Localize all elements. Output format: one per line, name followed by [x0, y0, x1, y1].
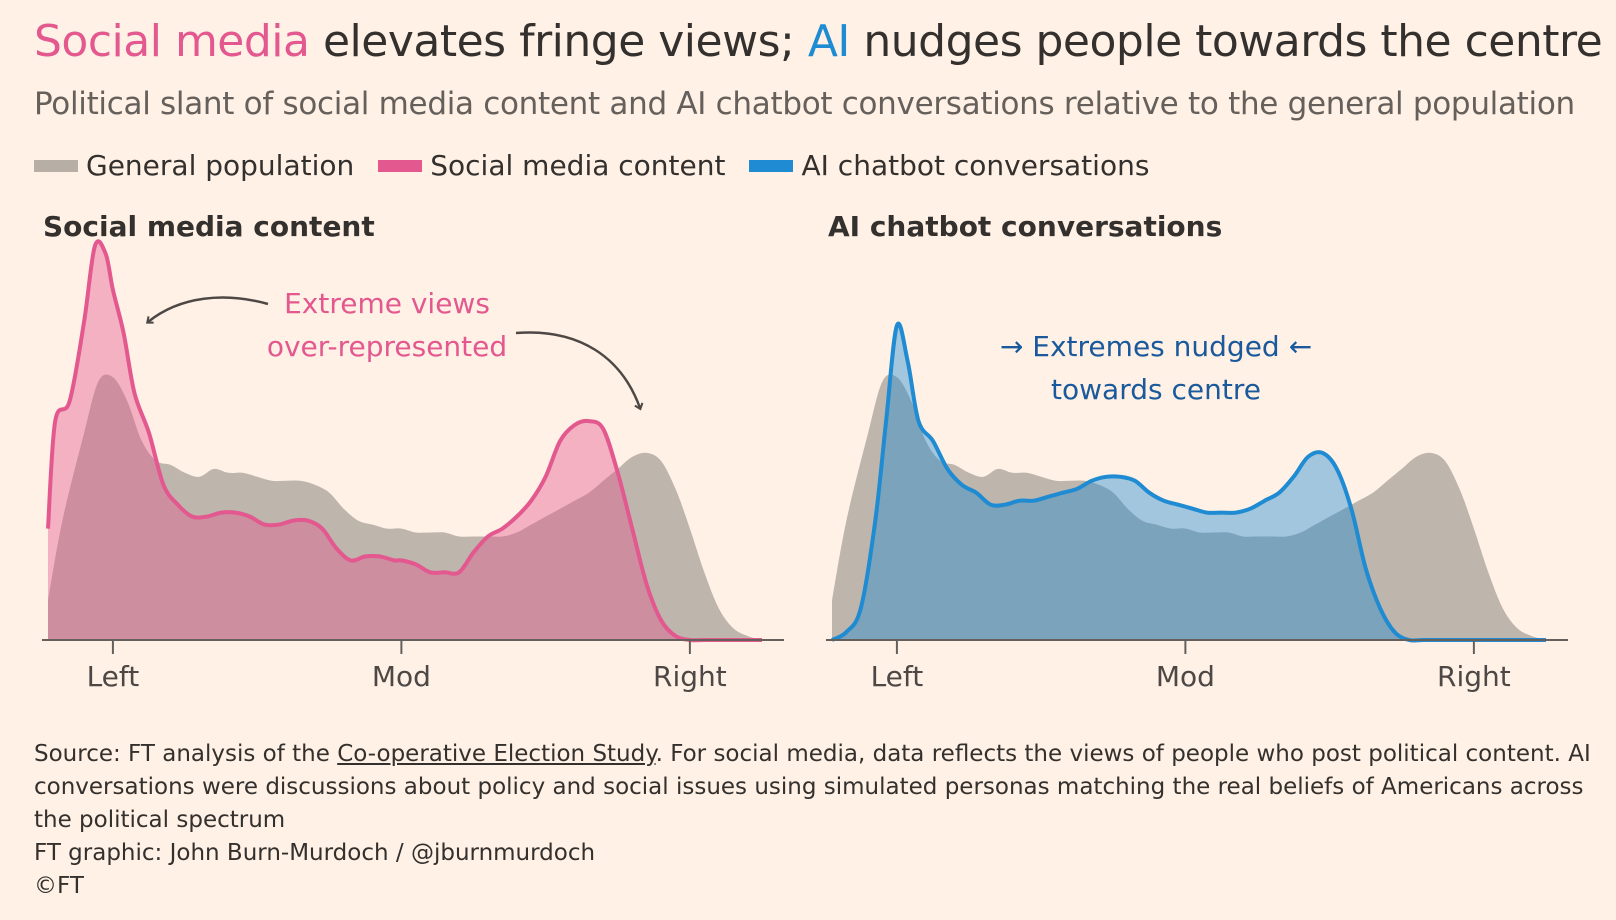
- graphic-credit: FT graphic: John Burn-Murdoch / @jburnmu…: [34, 840, 596, 866]
- x-tick-label: Right: [1437, 660, 1511, 693]
- legend-label: AI chatbot conversations: [801, 149, 1150, 182]
- annotation-arrow-right: [515, 331, 644, 411]
- series-area-social-media-content: [48, 241, 762, 641]
- legend-label: General population: [86, 149, 355, 182]
- legend: General population Social media content …: [34, 148, 1149, 184]
- annotation-arrow-left: [145, 296, 269, 324]
- legend-swatch-pink: [378, 160, 423, 172]
- annotation-line-2: over-represented: [267, 330, 507, 363]
- x-tick-label: Mod: [1156, 660, 1215, 693]
- source-link[interactable]: Co-operative Election Study: [337, 741, 656, 767]
- source-note: Source: FT analysis of the Co-operative …: [34, 738, 1594, 837]
- chart-subtitle: Political slant of social media content …: [34, 86, 1575, 122]
- x-tick-label: Left: [87, 660, 140, 693]
- legend-item-general-population: General population: [34, 148, 354, 184]
- x-tick-label: Mod: [372, 660, 431, 693]
- x-tick-label: Left: [871, 660, 924, 693]
- panel-ai-chatbot: AI chatbot conversations Left Mod Right → …: [826, 210, 1568, 693]
- legend-item-ai-chatbot: AI chatbot conversations: [749, 148, 1149, 184]
- panel-title: AI chatbot conversations: [828, 210, 1222, 243]
- series-area-ai-chatbot-conversations: [832, 323, 1546, 641]
- legend-swatch-grey: [34, 160, 78, 172]
- title-ai: AI: [807, 16, 851, 67]
- annotation-line-2: towards centre: [1051, 373, 1261, 406]
- legend-item-social-media: Social media content: [378, 148, 725, 184]
- panel-title: Social media content: [43, 210, 375, 243]
- title-social-media: Social media: [34, 16, 310, 67]
- source-suffix: . For social media, data reflects the vi…: [34, 741, 1591, 833]
- panel-social-media: Social media content Left Mod Right Extrem…: [42, 210, 784, 693]
- legend-swatch-blue: [749, 160, 794, 172]
- series-area-general-population: [48, 374, 762, 640]
- charts-svg: Social media content Left Mod Right Extrem…: [42, 210, 1568, 693]
- source-prefix: Source: FT analysis of the: [34, 741, 338, 767]
- chart-title: Social media elevates fringe views; AI n…: [34, 14, 1603, 70]
- annotation-line-1: → Extremes nudged ←: [1000, 330, 1312, 363]
- title-end: nudges people towards the centre: [849, 16, 1603, 67]
- footer: Source: FT analysis of the Co-operative …: [34, 738, 1594, 903]
- series-line-social-media-content: [46, 239, 762, 643]
- annotation-line-1: Extreme views: [284, 287, 490, 320]
- title-middle: elevates fringe views;: [309, 16, 808, 67]
- x-tick-label: Right: [653, 660, 727, 693]
- copyright: ©FT: [34, 873, 84, 899]
- legend-label: Social media content: [430, 149, 726, 182]
